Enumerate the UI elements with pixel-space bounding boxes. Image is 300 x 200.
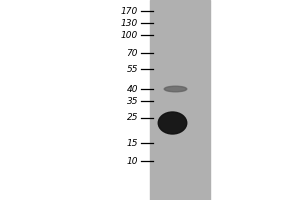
- Text: 130: 130: [121, 19, 138, 27]
- Text: 55: 55: [127, 64, 138, 73]
- Text: 40: 40: [127, 85, 138, 94]
- Text: 25: 25: [127, 114, 138, 122]
- Text: 15: 15: [127, 138, 138, 147]
- Bar: [150, 0, 210, 200]
- Ellipse shape: [158, 112, 187, 134]
- Text: 100: 100: [121, 30, 138, 40]
- Text: 170: 170: [121, 6, 138, 16]
- Text: 35: 35: [127, 97, 138, 106]
- Ellipse shape: [164, 86, 187, 92]
- Text: 10: 10: [127, 156, 138, 166]
- Text: 70: 70: [127, 48, 138, 58]
